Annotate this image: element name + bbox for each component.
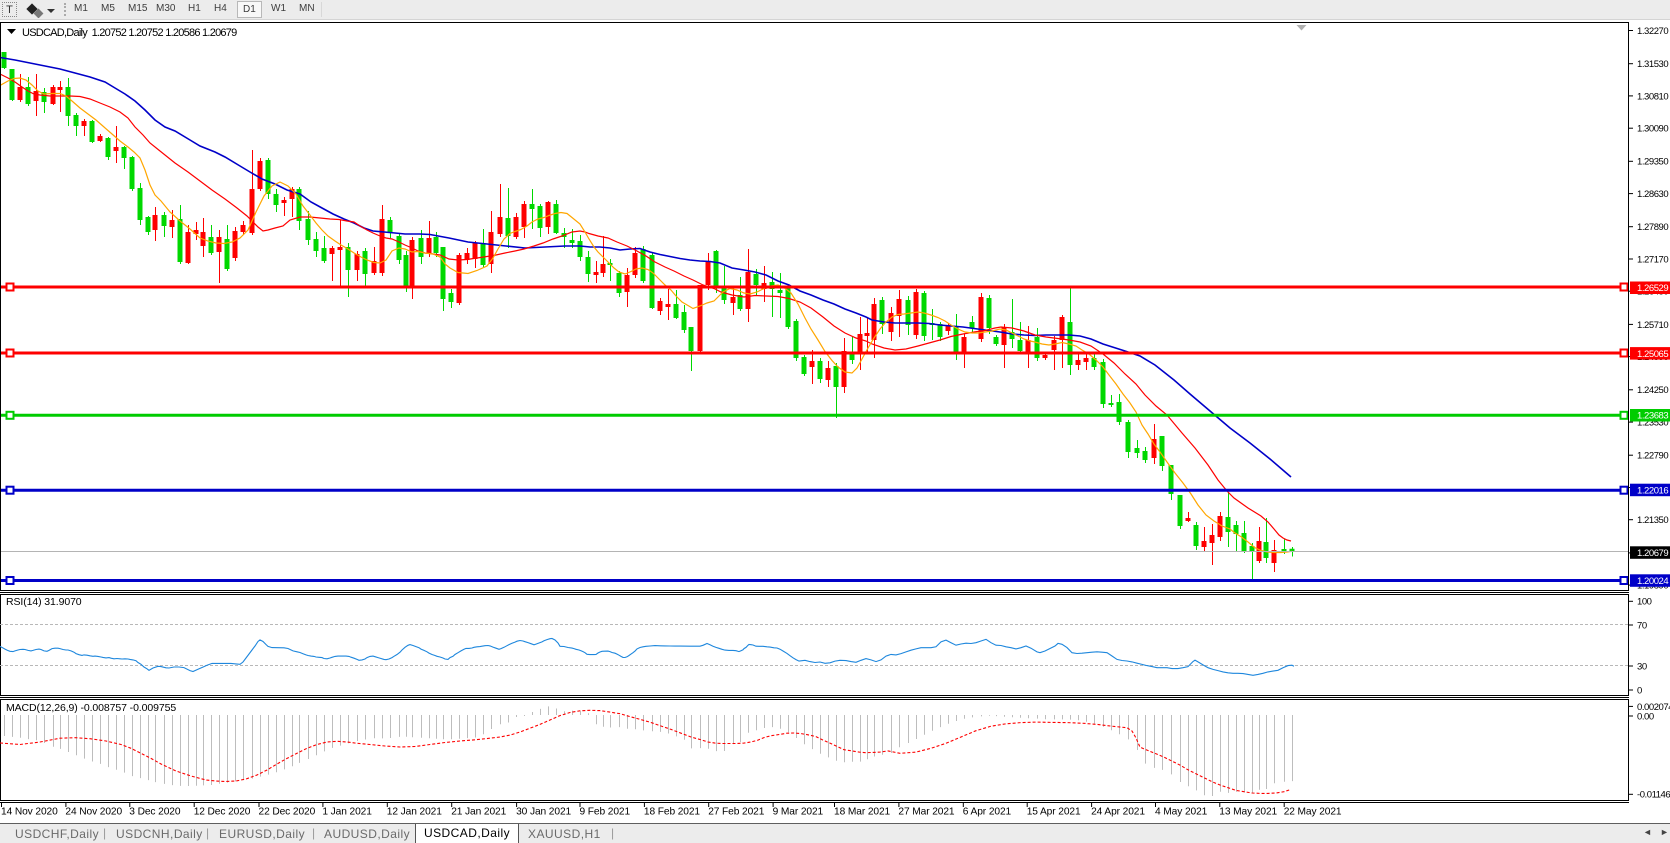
svg-text:18 Mar 2021: 18 Mar 2021 [834, 807, 891, 818]
svg-text:14 Nov 2020: 14 Nov 2020 [1, 807, 58, 818]
svg-text:1.21350: 1.21350 [1637, 515, 1668, 526]
svg-text:12 Jan 2021: 12 Jan 2021 [387, 807, 442, 818]
svg-text:30: 30 [1637, 661, 1647, 672]
svg-text:RSI(14) 31.9070: RSI(14) 31.9070 [6, 596, 82, 608]
svg-text:21 Jan 2021: 21 Jan 2021 [451, 807, 506, 818]
svg-text:1.32270: 1.32270 [1637, 26, 1668, 37]
svg-text:12 Dec 2020: 12 Dec 2020 [194, 807, 251, 818]
svg-text:4 May 2021: 4 May 2021 [1155, 807, 1208, 818]
svg-text:30 Jan 2021: 30 Jan 2021 [516, 807, 571, 818]
svg-text:1.26529: 1.26529 [1637, 283, 1668, 294]
svg-text:27 Mar 2021: 27 Mar 2021 [898, 807, 955, 818]
svg-text:9 Feb 2021: 9 Feb 2021 [580, 807, 631, 818]
svg-text:1.27890: 1.27890 [1637, 222, 1668, 233]
svg-text:1.25710: 1.25710 [1637, 320, 1668, 331]
svg-text:1.31530: 1.31530 [1637, 59, 1668, 70]
svg-text:1.20679: 1.20679 [1637, 548, 1668, 559]
svg-text:15 Apr 2021: 15 Apr 2021 [1027, 807, 1081, 818]
svg-text:1.22016: 1.22016 [1637, 485, 1668, 496]
svg-text:70: 70 [1637, 620, 1647, 631]
svg-text:13 May 2021: 13 May 2021 [1219, 807, 1277, 818]
svg-text:USDCAD,Daily 1.20752 1.20752: USDCAD,Daily 1.20752 1.20752 1.20586 1.2… [22, 27, 237, 39]
svg-text:1.29350: 1.29350 [1637, 157, 1668, 168]
svg-text:1.23683: 1.23683 [1637, 411, 1668, 422]
svg-text:18 Feb 2021: 18 Feb 2021 [644, 807, 701, 818]
svg-text:9 Mar 2021: 9 Mar 2021 [773, 807, 824, 818]
svg-text:3 Dec 2020: 3 Dec 2020 [129, 807, 181, 818]
svg-text:1.23530: 1.23530 [1637, 418, 1668, 429]
svg-text:1.24250: 1.24250 [1637, 385, 1668, 396]
svg-text:0.00: 0.00 [1637, 711, 1654, 722]
svg-text:MACD(12,26,9) -0.008757 -0.009: MACD(12,26,9) -0.008757 -0.009755 [6, 702, 176, 714]
svg-text:22 Dec 2020: 22 Dec 2020 [259, 807, 316, 818]
svg-text:1 Jan 2021: 1 Jan 2021 [322, 807, 372, 818]
svg-text:24 Apr 2021: 24 Apr 2021 [1091, 807, 1145, 818]
svg-text:6 Apr 2021: 6 Apr 2021 [963, 807, 1012, 818]
svg-text:0.002074: 0.002074 [1637, 702, 1670, 713]
svg-text:1.25065: 1.25065 [1637, 349, 1668, 360]
svg-text:24 Nov 2020: 24 Nov 2020 [65, 807, 122, 818]
svg-text:-0.011462: -0.011462 [1637, 790, 1670, 801]
svg-text:1.20024: 1.20024 [1637, 576, 1668, 587]
svg-text:1.30090: 1.30090 [1637, 124, 1668, 135]
svg-text:1.27170: 1.27170 [1637, 254, 1668, 265]
svg-text:100: 100 [1637, 597, 1652, 608]
svg-text:0: 0 [1637, 685, 1642, 696]
svg-text:1.22790: 1.22790 [1637, 451, 1668, 462]
svg-text:1.28630: 1.28630 [1637, 189, 1668, 200]
svg-text:1.30810: 1.30810 [1637, 91, 1668, 102]
svg-text:22 May 2021: 22 May 2021 [1284, 807, 1342, 818]
svg-text:27 Feb 2021: 27 Feb 2021 [708, 807, 765, 818]
